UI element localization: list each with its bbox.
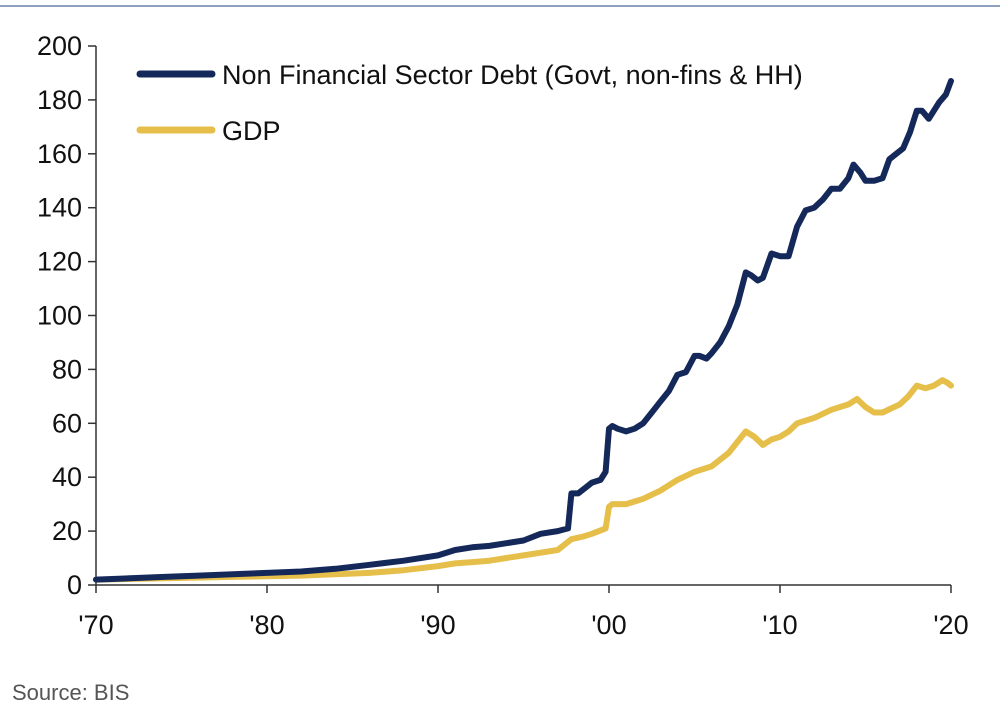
legend-label-gdp: GDP	[222, 116, 281, 146]
y-tick-label: 0	[67, 570, 82, 600]
x-tick-label: '70	[78, 610, 113, 640]
y-tick-label: 60	[52, 408, 82, 438]
y-tick-label: 180	[37, 85, 82, 115]
source-note: Source: BIS	[12, 680, 130, 705]
x-tick-label: '20	[933, 610, 968, 640]
y-tick-label: 40	[52, 462, 82, 492]
y-tick-label: 200	[37, 31, 82, 61]
series-line-gdp	[93, 377, 954, 583]
y-tick-label: 80	[52, 354, 82, 384]
top-rule	[0, 5, 1000, 7]
series-lines	[93, 78, 954, 583]
x-tick-label: '00	[591, 610, 626, 640]
legend-label-debt: Non Financial Sector Debt (Govt, non-fin…	[222, 60, 803, 90]
legend: Non Financial Sector Debt (Govt, non-fin…	[136, 60, 803, 146]
x-tick-label: '80	[249, 610, 284, 640]
y-tick-label: 20	[52, 516, 82, 546]
y-tick-label: 160	[37, 139, 82, 169]
y-tick-label: 140	[37, 193, 82, 223]
y-tick-label: 100	[37, 301, 82, 331]
axes: 0 20 40 60 80 100 120 140 160 180 200 '70 '80 '90 '00 '…	[37, 31, 969, 640]
x-tick-label: '10	[762, 610, 797, 640]
x-tick-label: '90	[420, 610, 455, 640]
y-tick-label: 120	[37, 247, 82, 277]
series-line-debt	[93, 78, 954, 583]
